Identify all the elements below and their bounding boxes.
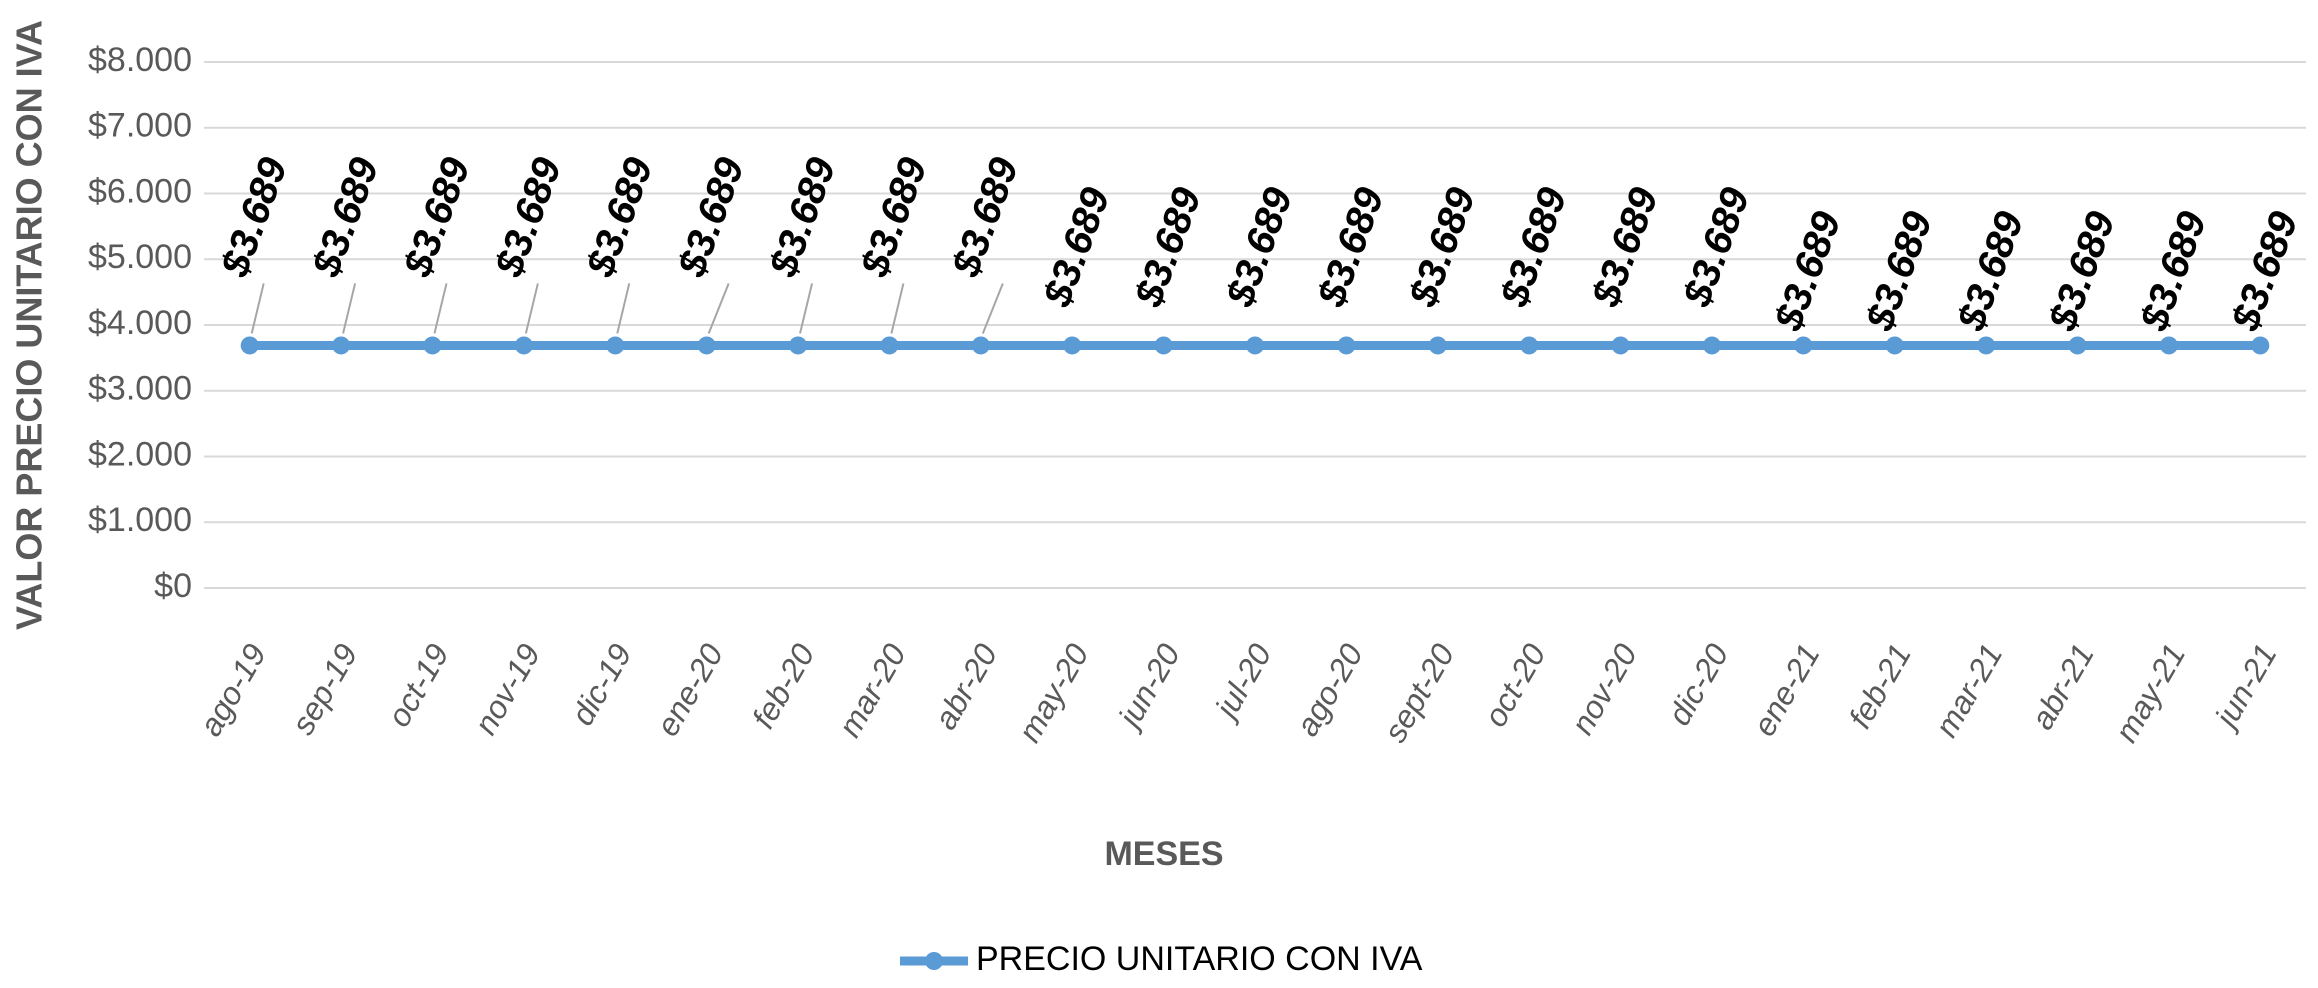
- data-label: $3.689: [2223, 205, 2307, 337]
- leader-line: [433, 283, 448, 334]
- x-tick-label: oct-20: [1477, 638, 1553, 733]
- x-tick-label: ene-21: [1746, 638, 1827, 742]
- marker: [514, 336, 533, 355]
- leader-line: [707, 283, 730, 334]
- y-tick-label: $4.000: [88, 304, 192, 342]
- leader-line: [890, 283, 905, 334]
- x-tick-label: feb-21: [1842, 638, 1919, 735]
- data-label: $3.689: [1309, 181, 1393, 313]
- y-tick-label: $3.000: [88, 370, 192, 408]
- marker: [2068, 336, 2087, 355]
- x-tick-label: abr-20: [927, 638, 1004, 736]
- x-tick-label: mar-20: [831, 638, 913, 743]
- y-axis-title: VALOR PRECIO UNITARIO CON IVA: [9, 20, 50, 630]
- leader-line: [981, 283, 1004, 334]
- marker: [332, 336, 351, 355]
- x-tick-label: dic-19: [564, 638, 639, 732]
- marker: [1794, 336, 1813, 355]
- marker: [971, 336, 990, 355]
- y-tick-label: $1.000: [88, 501, 192, 539]
- data-label: $3.689: [1675, 181, 1759, 313]
- x-tick-label: nov-19: [467, 638, 547, 741]
- leader-line: [616, 283, 631, 334]
- marker: [1611, 336, 1630, 355]
- marker: [606, 336, 625, 355]
- marker: [697, 336, 716, 355]
- data-label: $3.689: [1949, 205, 2033, 337]
- leader-line: [250, 283, 265, 334]
- data-label: $3.689: [1492, 181, 1576, 313]
- data-label: $3.689: [2040, 205, 2124, 337]
- y-tick-label: $6.000: [88, 172, 192, 210]
- x-axis-title: MESES: [1104, 835, 1223, 873]
- x-tick-label: jun-21: [2206, 638, 2284, 736]
- marker: [1063, 336, 1082, 355]
- y-tick-label: $8.000: [88, 41, 192, 79]
- y-tick-label: $5.000: [88, 238, 192, 276]
- data-label: $3.689: [1583, 181, 1667, 313]
- x-tick-label: jul-20: [1206, 638, 1278, 727]
- data-label: $3.689: [1126, 181, 1210, 313]
- x-tick-label: abr-21: [2024, 638, 2101, 736]
- data-label: $3.689: [487, 151, 571, 283]
- data-label: $3.689: [578, 151, 662, 283]
- x-tick-label: sep-19: [284, 638, 364, 741]
- data-label: $3.689: [852, 151, 936, 283]
- x-tick-label: feb-20: [745, 638, 822, 735]
- data-label: $3.689: [669, 151, 753, 283]
- data-label: $3.689: [304, 151, 388, 283]
- marker: [1977, 336, 1996, 355]
- data-label: $3.689: [1857, 205, 1941, 337]
- data-label: $3.689: [212, 151, 296, 283]
- marker: [1337, 336, 1356, 355]
- x-tick-label: oct-19: [380, 638, 456, 733]
- y-tick-label: $7.000: [88, 107, 192, 145]
- x-tick-label: nov-20: [1564, 638, 1644, 741]
- marker: [2159, 336, 2178, 355]
- x-tick-label: mar-21: [1928, 638, 2010, 743]
- x-tick-label: may-21: [2108, 638, 2193, 748]
- x-tick-label: sept-20: [1377, 638, 1462, 749]
- x-tick-label: ago-20: [1289, 638, 1370, 742]
- marker: [1428, 336, 1447, 355]
- data-label: $3.689: [1218, 181, 1302, 313]
- data-label: $3.689: [944, 151, 1028, 283]
- leader-line: [799, 283, 814, 334]
- marker: [880, 336, 899, 355]
- x-tick-label: ene-20: [649, 638, 730, 742]
- x-tick-label: dic-20: [1661, 638, 1736, 732]
- x-tick-label: may-20: [1011, 638, 1096, 749]
- marker: [2251, 336, 2270, 355]
- marker: [1885, 336, 1904, 355]
- leader-line: [342, 283, 357, 334]
- leader-line: [524, 283, 539, 334]
- data-label: $3.689: [1766, 205, 1850, 337]
- x-tick-label: ago-19: [192, 638, 273, 742]
- marker: [1520, 336, 1539, 355]
- legend-label: PRECIO UNITARIO CON IVA: [976, 940, 1423, 978]
- data-label: $3.689: [1035, 181, 1119, 313]
- marker: [1154, 336, 1173, 355]
- data-label: $3.689: [761, 151, 845, 283]
- marker: [1702, 336, 1721, 355]
- marker: [1246, 336, 1264, 355]
- marker: [240, 336, 259, 355]
- legend-marker: [925, 952, 943, 970]
- marker: [423, 336, 442, 355]
- x-tick-label: jun-20: [1109, 638, 1187, 737]
- y-tick-label: $0: [154, 567, 192, 605]
- data-label: $3.689: [2132, 205, 2216, 337]
- data-label: $3.689: [1400, 181, 1484, 313]
- y-tick-label: $2.000: [88, 435, 192, 473]
- data-label: $3.689: [395, 151, 479, 283]
- marker: [789, 336, 808, 355]
